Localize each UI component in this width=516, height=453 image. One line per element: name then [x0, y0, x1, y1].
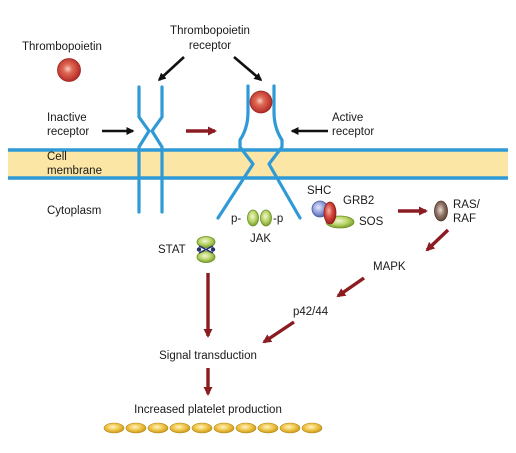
jak-right-subunit: [260, 209, 272, 227]
p42-to-signal-arrow: [262, 320, 295, 344]
receptor-label-line1: Thrombopoietin: [170, 25, 250, 37]
inactive-label-line1: Inactive: [47, 112, 87, 124]
active-label-line1: Active: [332, 112, 363, 124]
sos-label: SOS: [359, 216, 384, 228]
platelet: [235, 422, 257, 434]
phospho-left-label: p-: [231, 213, 241, 225]
thrombopoietin-label: Thrombopoietin: [22, 41, 102, 53]
platelets: [103, 422, 323, 434]
stat-phospho-right: [210, 247, 216, 252]
cell-membrane: [8, 148, 508, 180]
active-receptor-right: [267, 84, 302, 220]
ras-raf-protein: [434, 200, 448, 222]
platelet: [279, 422, 301, 434]
grb2-protein: [323, 201, 337, 225]
phospho-right-label: -p: [273, 213, 283, 225]
raf-to-mapk-arrow: [425, 228, 450, 252]
stat-bottom-subunit: [196, 251, 216, 263]
signal-transduction-label: Signal transduction: [159, 350, 257, 362]
platelet: [125, 422, 147, 434]
stat-phospho-left: [196, 247, 202, 252]
ras-label-line1: RAS/: [453, 199, 481, 211]
platelet: [147, 422, 169, 434]
platelet: [257, 422, 279, 434]
cell-membrane-label-line1: Cell: [47, 151, 67, 163]
jak-left-subunit: [247, 209, 259, 227]
jak-label: JAK: [250, 233, 271, 245]
active-label-line2: receptor: [332, 126, 374, 138]
stat-label: STAT: [158, 244, 186, 256]
inactive-receptor: [137, 85, 164, 214]
platelet: [301, 422, 323, 434]
mapk-label: MAPK: [373, 261, 406, 273]
receptor-arrow-to-active: [233, 56, 263, 81]
stat-dimer: [196, 236, 216, 263]
membrane-band: [8, 150, 508, 178]
shc-label: SHC: [307, 185, 331, 197]
jak-kinase: [247, 209, 272, 227]
platelet: [213, 422, 235, 434]
stat-link-b: [198, 245, 214, 254]
active-receptor: [216, 84, 302, 220]
increased-platelet-production-label: Increased platelet production: [134, 404, 282, 416]
raf-label-line2: RAF: [453, 213, 476, 225]
receptor-label-line2: receptor: [189, 40, 231, 52]
platelet: [103, 422, 125, 434]
shc-grb2-sos-complex: [311, 200, 355, 229]
active-receptor-left: [216, 84, 255, 220]
receptor-arrow-to-inactive: [157, 56, 185, 82]
platelet: [169, 422, 191, 434]
platelet: [191, 422, 213, 434]
grb2-label: GRB2: [343, 195, 374, 207]
inactive-label-line2: receptor: [47, 126, 89, 138]
mapk-to-p42-arrow: [336, 276, 365, 298]
cell-membrane-label-line2: membrane: [47, 165, 102, 177]
stat-top-subunit: [196, 236, 216, 248]
cytoplasm-label: Cytoplasm: [47, 205, 101, 217]
inactive-receptor-left: [137, 85, 151, 214]
thrombopoietin-ligand: [57, 58, 81, 82]
bound-thrombopoietin-ligand: [249, 90, 273, 114]
p42-44-label: p42/44: [293, 306, 329, 318]
inactive-receptor-right: [150, 85, 164, 214]
